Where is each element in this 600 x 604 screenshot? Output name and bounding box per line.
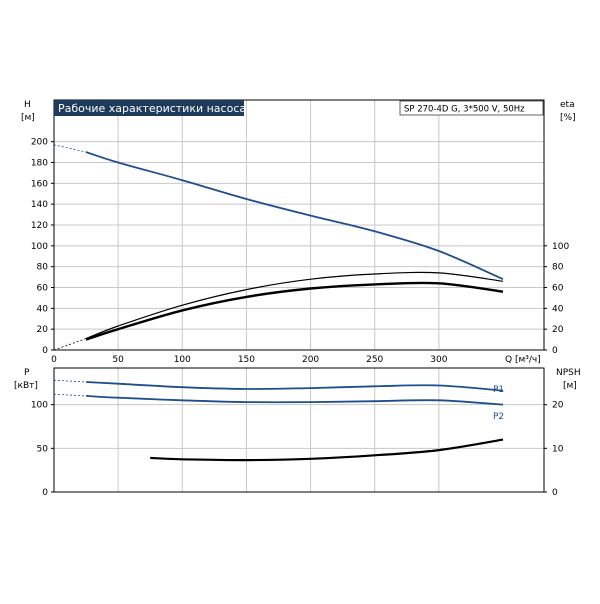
top-chart-grid [54,100,544,350]
bottom-left-axis-name: P [24,368,30,378]
series-line-2 [85,281,504,341]
extrapolation-line [53,393,87,397]
y-left-tick-label: 60 [37,284,49,294]
y-left-tick-label: 120 [31,221,48,231]
y-right-tick-label: 10 [552,444,564,454]
top-left-axis-name: H [24,100,31,110]
top-chart-ticks: 0 20 40 60 80 100 120 140 160 180 200 0 20 40 60 80 100 0… [31,138,570,365]
chart-title: Рабочие характеристики насоса [58,102,246,115]
y-left-tick-label: 20 [37,325,49,335]
bottom-right-axis-unit: [м] [563,381,577,391]
y-left-tick-label: 160 [31,179,48,189]
x-tick-label: 0 [51,355,57,365]
top-right-axis-name: eta [560,100,575,110]
x-axis-label: Q [м³/ч] [505,355,541,365]
series-label-p1: P1 [493,385,504,395]
y-left-tick-label: 140 [31,200,48,210]
extrapolation-line [53,144,87,153]
extrapolation-line [53,379,87,383]
x-tick-label: 250 [366,355,383,365]
y-left-tick-label: 80 [37,263,49,273]
y-right-tick-label: 40 [552,304,564,314]
y-left-tick-label: 0 [42,488,48,498]
top-chart-series [53,144,504,351]
series-line-2 [150,438,504,462]
extrapolation-line [53,338,87,351]
bottom-chart-series [53,379,504,462]
y-left-tick-label: 180 [31,159,48,169]
bottom-left-axis-unit: [кВт] [14,381,38,391]
series-line-0 [85,151,504,281]
top-left-axis-unit: [м] [21,113,35,123]
series-line-0 [86,381,504,392]
x-tick-label: 300 [430,355,447,365]
series-label-p2: P2 [493,412,504,422]
y-left-tick-label: 40 [37,304,49,314]
series-line-1 [86,395,504,406]
top-right-axis-unit: [%] [560,113,576,123]
chart-title-box [54,100,244,116]
bottom-chart-grid [54,368,544,492]
x-tick-label: 200 [302,355,319,365]
y-right-tick-label: 100 [552,242,569,252]
y-right-tick-label: 80 [552,263,564,273]
chart-subtitle: SP 270-4D G, 3*500 V, 50Hz [404,105,525,115]
x-tick-label: 150 [238,355,255,365]
y-right-tick-label: 0 [552,346,558,356]
y-left-tick-label: 50 [37,444,49,454]
series-line-1 [85,271,504,340]
y-right-tick-label: 20 [552,325,564,335]
y-right-tick-label: 0 [552,488,558,498]
chart-subtitle-box [399,100,544,116]
bottom-chart-ticks: 0 50 100 0 10 20 [31,401,564,498]
bottom-plot-frame [53,367,545,493]
bottom-right-axis-name: NPSH [556,368,581,378]
y-left-tick-label: 0 [42,346,48,356]
y-left-tick-label: 100 [31,242,48,252]
y-right-tick-label: 60 [552,284,564,294]
x-tick-label: 50 [112,355,124,365]
x-tick-label: 100 [174,355,191,365]
y-left-tick-label: 200 [31,138,48,148]
y-right-tick-label: 20 [552,401,564,411]
y-left-tick-label: 100 [31,401,48,411]
